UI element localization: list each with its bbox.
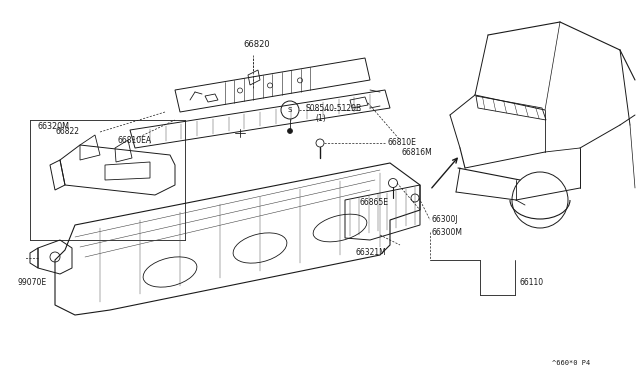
Text: 66810EA: 66810EA bbox=[118, 136, 152, 145]
Text: 66300J: 66300J bbox=[432, 215, 459, 224]
Text: 66822: 66822 bbox=[55, 127, 79, 136]
Text: (1): (1) bbox=[315, 114, 326, 123]
Text: 66320M: 66320M bbox=[38, 122, 70, 131]
Text: S08540-5120B: S08540-5120B bbox=[305, 104, 361, 113]
Text: S: S bbox=[288, 107, 292, 113]
Text: 66865E: 66865E bbox=[360, 198, 389, 207]
Text: 99070E: 99070E bbox=[18, 278, 47, 287]
Text: 66321M: 66321M bbox=[355, 248, 386, 257]
Text: 66810E: 66810E bbox=[388, 138, 417, 147]
Text: 66110: 66110 bbox=[520, 278, 544, 287]
Text: 66816M: 66816M bbox=[402, 148, 433, 157]
Circle shape bbox=[287, 128, 292, 134]
Text: 66300M: 66300M bbox=[432, 228, 463, 237]
Text: ^660*0 P4: ^660*0 P4 bbox=[552, 360, 590, 366]
Text: 66820: 66820 bbox=[243, 40, 269, 49]
